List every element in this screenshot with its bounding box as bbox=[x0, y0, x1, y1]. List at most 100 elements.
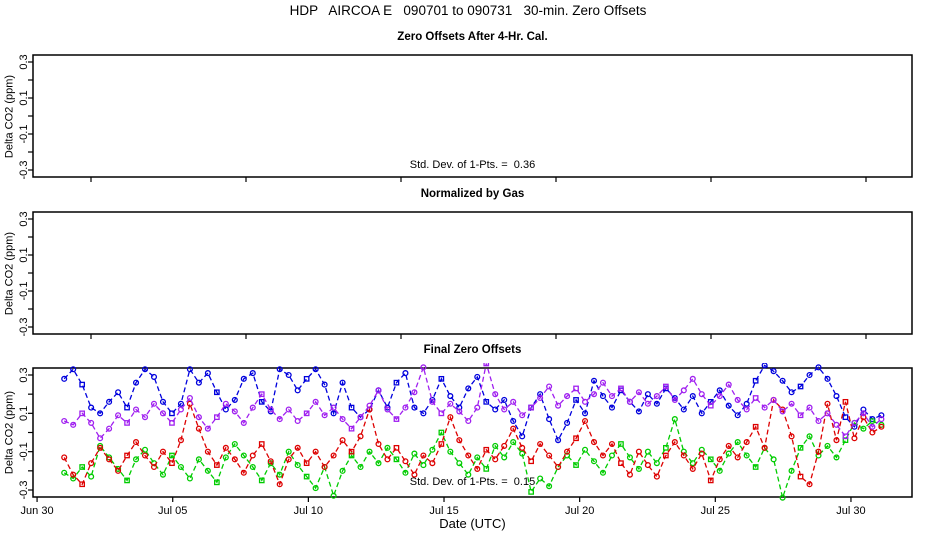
series-blue-marker bbox=[797, 383, 804, 390]
series-green-marker bbox=[231, 440, 238, 448]
series-green-marker bbox=[474, 454, 481, 461]
series-red-marker bbox=[177, 437, 184, 444]
series-blue-marker bbox=[402, 370, 409, 377]
series-purple-marker bbox=[177, 406, 184, 413]
series-blue-marker bbox=[465, 385, 472, 392]
series-red-marker bbox=[653, 473, 660, 480]
series-red-marker bbox=[546, 452, 553, 459]
series-blue-marker bbox=[815, 364, 822, 371]
series-green-marker bbox=[680, 448, 687, 455]
series-red-marker bbox=[510, 425, 517, 432]
series-purple-marker bbox=[124, 420, 130, 426]
series-green-marker bbox=[70, 475, 77, 482]
series-green-marker bbox=[303, 473, 310, 480]
series-green-marker bbox=[663, 444, 669, 451]
series-purple-marker bbox=[519, 412, 526, 419]
series-red-marker bbox=[267, 458, 274, 465]
series-blue-marker bbox=[177, 400, 184, 407]
series-red-marker bbox=[97, 444, 104, 451]
series-green-marker bbox=[420, 462, 427, 469]
series-red-marker bbox=[689, 465, 696, 472]
series-purple-marker bbox=[671, 396, 678, 403]
series-green-marker bbox=[438, 429, 445, 436]
series-red-marker bbox=[581, 417, 589, 425]
series-purple-marker bbox=[339, 416, 346, 423]
series-purple-marker bbox=[402, 404, 409, 411]
series-red-marker bbox=[124, 452, 130, 459]
series-red-marker bbox=[483, 446, 490, 453]
series-red-marker bbox=[671, 439, 678, 446]
series-purple-marker bbox=[752, 395, 759, 401]
series-green-marker bbox=[644, 448, 651, 455]
series-purple-marker bbox=[501, 406, 508, 413]
series-green-marker bbox=[501, 454, 508, 461]
series-blue-line bbox=[63, 364, 882, 442]
series-purple-marker bbox=[79, 410, 86, 417]
series-green-marker bbox=[214, 479, 220, 486]
series-green-marker bbox=[124, 477, 130, 484]
series-blue-marker bbox=[573, 397, 579, 403]
series-purple-marker bbox=[797, 412, 804, 419]
series-blue-marker bbox=[869, 416, 876, 423]
series-blue-marker bbox=[339, 379, 346, 386]
series-purple-marker bbox=[734, 396, 741, 403]
series-green-marker bbox=[752, 464, 759, 470]
series-red-marker bbox=[761, 444, 768, 451]
series-blue-marker bbox=[348, 404, 355, 411]
series-blue-marker bbox=[384, 404, 391, 411]
series-green-marker bbox=[393, 456, 400, 463]
series-blue-marker bbox=[725, 402, 732, 409]
series-purple-marker bbox=[393, 416, 400, 422]
series-red-marker bbox=[725, 442, 732, 449]
series-red-marker bbox=[312, 448, 319, 455]
x-tick-label: Jul 30 bbox=[836, 505, 865, 517]
series-purple-marker bbox=[285, 406, 292, 413]
series-purple bbox=[61, 363, 885, 442]
series-blue-marker bbox=[599, 393, 607, 400]
series-purple-marker bbox=[555, 402, 562, 409]
series-purple-marker bbox=[510, 398, 517, 405]
series-red-marker bbox=[842, 398, 849, 405]
series-green-marker bbox=[447, 448, 454, 455]
series-blue-marker bbox=[779, 377, 786, 384]
series-blue-marker bbox=[447, 393, 454, 400]
series-blue-marker bbox=[393, 379, 400, 386]
series-green-marker bbox=[797, 444, 804, 451]
series-red-marker bbox=[357, 433, 364, 440]
series-red-marker bbox=[860, 414, 867, 421]
x-tick-label: Jul 20 bbox=[565, 505, 594, 517]
series-red-marker bbox=[303, 460, 310, 467]
panel1-title: Zero Offsets After 4-Hr. Cal. bbox=[397, 31, 548, 43]
series-purple-marker bbox=[330, 404, 337, 411]
series-green-marker bbox=[707, 456, 714, 463]
series-green-marker bbox=[483, 466, 490, 472]
series-blue-marker bbox=[833, 393, 840, 400]
series-green-marker bbox=[725, 450, 732, 457]
series-red-marker bbox=[815, 448, 822, 455]
series-red-marker bbox=[519, 444, 526, 451]
series-purple-marker bbox=[195, 414, 202, 421]
series-red-marker bbox=[797, 473, 804, 480]
series-purple-marker bbox=[348, 425, 355, 432]
series-blue-marker bbox=[70, 366, 77, 373]
series-purple-marker bbox=[860, 410, 867, 417]
y-tick-label: -0.3 bbox=[18, 161, 30, 180]
series-red-marker bbox=[743, 439, 750, 446]
series-blue-marker bbox=[689, 393, 696, 400]
series-green-marker bbox=[510, 439, 517, 446]
series-blue-marker bbox=[438, 375, 445, 382]
series-red-marker bbox=[806, 481, 813, 488]
series-green-marker bbox=[177, 463, 184, 471]
series-blue-marker bbox=[214, 389, 220, 396]
series-red-marker bbox=[411, 471, 418, 478]
series-green-marker bbox=[716, 467, 723, 474]
series-green-marker bbox=[195, 456, 202, 463]
x-tick-label: Jul 15 bbox=[429, 505, 458, 517]
series-purple-marker bbox=[528, 404, 535, 411]
series-purple-marker bbox=[375, 387, 382, 394]
series-blue-marker bbox=[169, 410, 175, 417]
series-purple-marker bbox=[725, 381, 732, 388]
series-purple-marker bbox=[204, 425, 211, 432]
series-green-marker bbox=[537, 475, 544, 482]
series-blue-marker bbox=[519, 433, 526, 440]
